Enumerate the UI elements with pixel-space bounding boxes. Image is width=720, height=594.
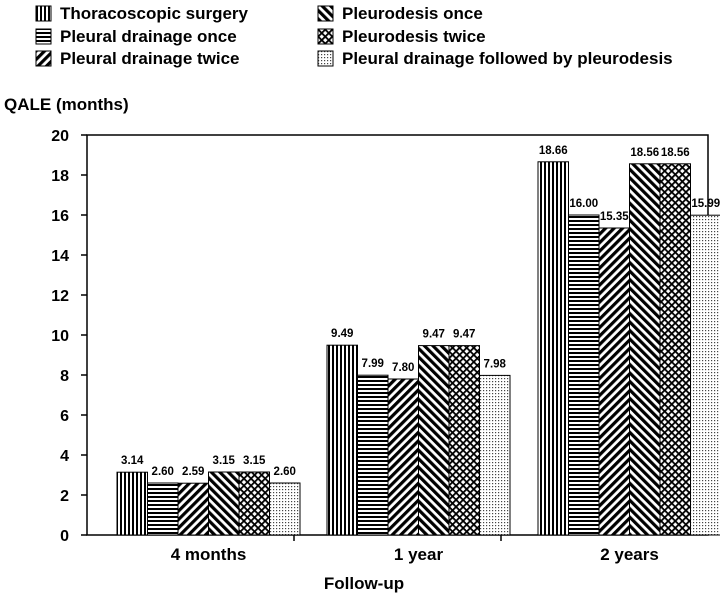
- legend: Thoracoscopic surgery Pleural drainage on…: [35, 4, 673, 68]
- y-tick-label: 16: [51, 208, 69, 225]
- legend-label: Pleurodesis twice: [342, 27, 486, 46]
- bar-value-label: 18.66: [539, 145, 568, 157]
- bar: [418, 345, 450, 536]
- legend-label: Pleural drainage followed by pleurodesis: [342, 49, 673, 68]
- bar: [116, 471, 148, 536]
- bar: [479, 374, 511, 536]
- x-tick-label: 4 months: [171, 545, 247, 564]
- y-axis-title: QALE (months): [4, 95, 129, 114]
- bar: [659, 163, 691, 536]
- y-tick-label: 18: [51, 168, 69, 185]
- bar: [448, 345, 480, 536]
- bar-value-label: 2.60: [152, 466, 174, 478]
- legend-swatch: [317, 28, 334, 45]
- bar-value-label: 16.00: [569, 198, 598, 210]
- y-tick-label: 20: [51, 128, 69, 145]
- bar-value-label: 2.59: [182, 466, 204, 478]
- bar-value-label: 7.80: [392, 362, 414, 374]
- bar: [147, 482, 179, 536]
- legend-label: Pleural drainage once: [60, 27, 237, 46]
- bar: [690, 214, 720, 536]
- y-tick-label: 0: [60, 528, 69, 545]
- bar: [387, 378, 419, 536]
- bar-value-label: 9.47: [423, 329, 445, 341]
- bar-value-label: 2.60: [274, 466, 296, 478]
- bar-value-label: 7.98: [484, 358, 507, 370]
- legend-label: Pleural drainage twice: [60, 49, 240, 68]
- bar-value-label: 3.15: [213, 455, 236, 467]
- y-tick-label: 14: [51, 248, 69, 265]
- bar-value-label: 3.14: [121, 455, 144, 467]
- bar-value-label: 3.15: [243, 455, 266, 467]
- y-tick-label: 10: [51, 328, 69, 345]
- bar: [238, 471, 270, 536]
- legend-swatch: [317, 5, 334, 22]
- bar-value-label: 7.99: [362, 358, 384, 370]
- bar: [208, 471, 240, 536]
- y-tick-label: 2: [60, 488, 69, 505]
- bar-value-label: 18.56: [661, 147, 690, 159]
- bar: [326, 344, 358, 536]
- y-tick-label: 4: [60, 448, 69, 465]
- legend-swatch: [35, 5, 52, 22]
- bar-value-label: 9.49: [331, 328, 353, 340]
- y-tick-label: 8: [60, 368, 69, 385]
- bar-value-label: 15.99: [691, 198, 720, 210]
- legend-swatch: [317, 50, 334, 67]
- x-tick-label: 2 years: [600, 545, 659, 564]
- plot-area: 0 2 4 6 8 10 12 14 16 18 20 3.14 2.60 2.59 3.15 3.15 2.6…: [51, 128, 720, 564]
- legend-swatch: [35, 28, 52, 45]
- bar-value-label: 15.35: [600, 211, 629, 223]
- legend-swatch: [35, 50, 52, 67]
- bar: [269, 482, 301, 536]
- bar: [629, 163, 661, 536]
- legend-label: Thoracoscopic surgery: [60, 4, 249, 23]
- x-axis-title: Follow-up: [324, 574, 404, 593]
- y-tick-label: 6: [60, 408, 69, 425]
- bar-value-label: 18.56: [630, 147, 659, 159]
- bar: [177, 482, 209, 536]
- y-tick-label: 12: [51, 288, 69, 305]
- bar: [598, 227, 630, 536]
- x-tick-label: 1 year: [394, 545, 444, 564]
- legend-label: Pleurodesis once: [342, 4, 483, 23]
- bar-value-label: 9.47: [453, 329, 475, 341]
- bar: [537, 161, 569, 536]
- bar: [568, 214, 600, 536]
- bar: [357, 374, 389, 536]
